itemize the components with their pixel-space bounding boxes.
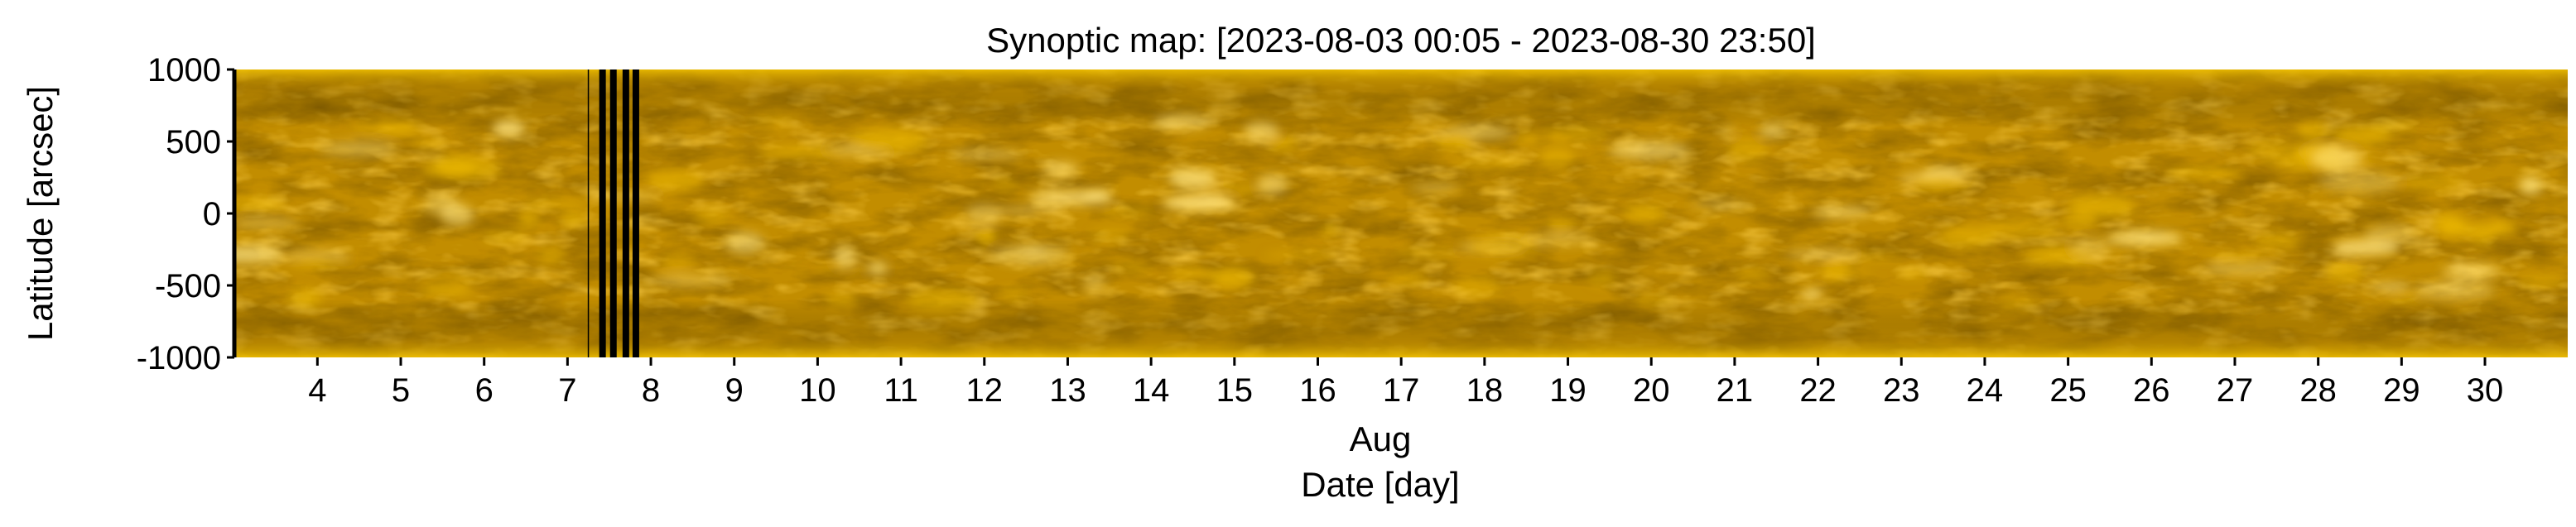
y-tick-label: -500 — [155, 268, 221, 304]
x-tick-label: 23 — [1883, 372, 1920, 409]
y-axis: 1000 500 0 -500 -1000 — [137, 52, 237, 376]
x-tick-label: 4 — [308, 372, 326, 409]
x-tick-label: 26 — [2133, 372, 2170, 409]
limb-shading — [234, 69, 2568, 357]
x-tick-label: 12 — [966, 372, 1004, 409]
y-axis-label: Latitude [arcsec] — [21, 86, 60, 341]
x-tick-label: 21 — [1717, 372, 1754, 409]
x-axis: 4 5 6 7 8 9 10 11 12 13 14 15 16 17 18 19 20 21 22 23 24 25 26… — [308, 357, 2503, 409]
x-tick-label: 8 — [642, 372, 660, 409]
x-tick-label: 14 — [1133, 372, 1170, 409]
x-tick-label: 15 — [1216, 372, 1254, 409]
x-tick-label: 29 — [2383, 372, 2420, 409]
x-tick-label: 25 — [2049, 372, 2087, 409]
x-axis-month-label: Aug — [1350, 419, 1412, 458]
x-tick-label: 16 — [1299, 372, 1336, 409]
data-gap-stripe — [632, 69, 639, 357]
data-gap-stripe — [599, 69, 606, 357]
x-tick-label: 30 — [2467, 372, 2504, 409]
x-axis-label: Date [day] — [1301, 465, 1459, 504]
x-tick-label: 24 — [1967, 372, 2004, 409]
x-tick-label: 7 — [558, 372, 576, 409]
x-tick-label: 11 — [884, 372, 918, 409]
x-tick-label: 28 — [2299, 372, 2337, 409]
x-tick-label: 20 — [1633, 372, 1670, 409]
x-tick-label: 10 — [799, 372, 836, 409]
x-tick-label: 9 — [725, 372, 744, 409]
heatmap-image — [234, 69, 2568, 357]
x-tick-label: 13 — [1049, 372, 1086, 409]
x-tick-label: 18 — [1466, 372, 1504, 409]
y-tick-label: -1000 — [137, 340, 221, 376]
x-tick-label: 6 — [475, 372, 494, 409]
y-tick-label: 500 — [166, 124, 221, 160]
y-tick-label: 0 — [203, 196, 221, 232]
x-tick-label: 19 — [1549, 372, 1587, 409]
data-gaps — [587, 69, 639, 357]
y-tick-label: 1000 — [147, 52, 221, 89]
x-tick-label: 5 — [392, 372, 410, 409]
x-tick-label: 22 — [1799, 372, 1837, 409]
data-gap-stripe — [609, 69, 617, 357]
data-gap-stripe — [622, 69, 629, 357]
x-tick-label: 17 — [1383, 372, 1420, 409]
x-tick-label: 27 — [2217, 372, 2254, 409]
chart-title: Synoptic map: [2023-08-03 00:05 - 2023-0… — [986, 21, 1816, 60]
